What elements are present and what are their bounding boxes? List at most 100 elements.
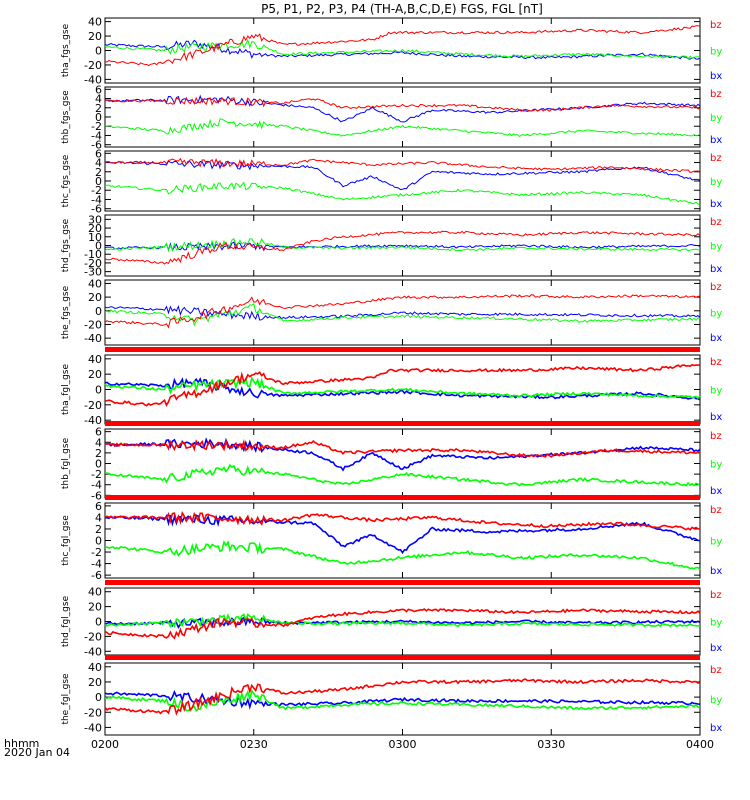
footer-date: 2020 Jan 04	[4, 746, 70, 759]
y-axis-label: thb_fgs_gse	[61, 90, 71, 144]
series-line-by	[104, 540, 701, 571]
legend-bx: bx	[710, 199, 722, 210]
y-tick-label: -2	[91, 468, 102, 481]
footer-hhmm: hhmm	[4, 737, 39, 750]
series-line-by	[104, 302, 701, 327]
legend-bx: bx	[710, 486, 722, 497]
y-tick-label: -20	[84, 59, 102, 72]
series-line-bz	[104, 608, 701, 640]
y-tick-label: -20	[84, 318, 102, 331]
series-line-bx	[104, 39, 701, 60]
y-axis-label: thd_fgs_gse	[61, 218, 71, 272]
y-tick-label: 20	[88, 368, 102, 381]
series-line-bz	[104, 294, 701, 329]
legend-bx: bx	[710, 135, 722, 146]
y-tick-label: 20	[88, 291, 102, 304]
chart-title: P5, P1, P2, P3, P4 (TH-A,B,C,D,E) FGS, F…	[261, 2, 543, 16]
legend-by: by	[710, 386, 722, 397]
legend-bz: bz	[710, 590, 722, 601]
series-line-bx	[104, 304, 701, 321]
y-tick-label: 6	[95, 500, 102, 513]
legend-bz: bz	[710, 505, 722, 516]
panel-frame	[104, 86, 701, 148]
series-line-by	[104, 375, 701, 400]
y-tick-label: 0	[95, 458, 102, 471]
legend-by: by	[710, 309, 722, 320]
y-tick-label: 0	[95, 616, 102, 629]
series-line-bz	[104, 363, 701, 408]
series-line-bx	[104, 160, 701, 191]
legend-bz: bz	[710, 282, 722, 293]
series-line-bz	[104, 438, 701, 458]
y-tick-label: -4	[91, 558, 102, 571]
legend-bx: bx	[710, 264, 722, 275]
y-tick-label: 40	[88, 586, 102, 599]
y-tick-label: -6	[91, 569, 102, 582]
y-tick-label: -10	[84, 248, 102, 261]
y-tick-label: 40	[88, 353, 102, 366]
y-tick-label: 2	[95, 523, 102, 536]
y-tick-label: 20	[88, 676, 102, 689]
y-axis-label: thc_fgs_gse	[61, 154, 71, 207]
y-tick-label: 6	[95, 83, 102, 96]
y-tick-label: -2	[91, 546, 102, 559]
y-axis-label: tha_fgs_gse	[61, 23, 71, 77]
x-tick-label: 0300	[389, 738, 417, 751]
series-line-bz	[104, 157, 701, 174]
legend-bz: bz	[710, 217, 722, 228]
legend-by: by	[710, 695, 722, 706]
series-line-bx	[104, 437, 701, 472]
legend-bx: bx	[710, 643, 722, 654]
legend-by: by	[710, 618, 722, 629]
y-tick-label: 4	[95, 157, 102, 170]
legend-bx: bx	[710, 723, 722, 734]
series-line-bx	[104, 514, 701, 555]
y-tick-label: 2	[95, 447, 102, 460]
y-tick-label: 40	[88, 277, 102, 290]
y-tick-label: -40	[84, 414, 102, 427]
series-line-by	[104, 118, 701, 138]
y-tick-label: -6	[91, 489, 102, 502]
y-tick-label: 6	[95, 426, 102, 439]
series-line-by	[104, 463, 701, 487]
y-tick-label: 20	[88, 30, 102, 43]
legend-bx: bx	[710, 333, 722, 344]
y-tick-label: -20	[84, 399, 102, 412]
legend-bz: bz	[710, 89, 722, 100]
y-tick-label: -40	[84, 721, 102, 734]
y-tick-label: -2	[91, 120, 102, 133]
panel-frame	[104, 17, 701, 84]
legend-by: by	[710, 242, 722, 253]
y-tick-label: 4	[95, 93, 102, 106]
y-tick-label: 2	[95, 102, 102, 115]
y-tick-label: -40	[84, 645, 102, 658]
panel-separator-band	[105, 580, 700, 585]
legend-by: by	[710, 113, 722, 124]
y-tick-label: 10	[88, 231, 102, 244]
y-tick-label: -20	[84, 630, 102, 643]
panel-separator-band	[105, 347, 700, 352]
y-tick-label: 20	[88, 601, 102, 614]
y-tick-label: 30	[88, 213, 102, 226]
legend-bz: bz	[710, 20, 722, 31]
legend-by: by	[710, 47, 722, 58]
y-tick-label: -2	[91, 184, 102, 197]
y-tick-label: 6	[95, 147, 102, 160]
panel-frame	[104, 662, 701, 736]
legend-bz: bz	[710, 153, 722, 164]
y-tick-label: 40	[88, 661, 102, 674]
y-tick-label: -4	[91, 129, 102, 142]
y-tick-label: 0	[95, 535, 102, 548]
y-tick-label: 0	[95, 175, 102, 188]
y-tick-label: -6	[91, 203, 102, 216]
y-tick-label: -20	[84, 706, 102, 719]
legend-bx: bx	[710, 412, 722, 423]
x-tick-label: 0230	[240, 738, 268, 751]
panel-frame	[104, 428, 701, 499]
y-axis-label: the_fgl_gse	[61, 673, 71, 725]
legend-by: by	[710, 177, 722, 188]
y-axis-label: thd_fgl_gse	[61, 595, 71, 647]
series-line-by	[104, 689, 701, 713]
legend-bz: bz	[710, 431, 722, 442]
